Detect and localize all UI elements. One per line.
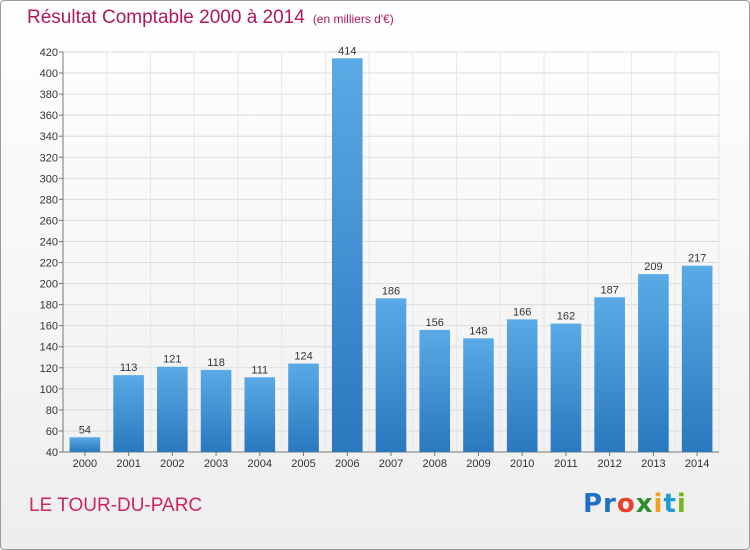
- y-tick-label: 200: [40, 279, 58, 291]
- bar: [681, 265, 713, 452]
- data-label: 156: [426, 317, 444, 329]
- x-tick-label: 2001: [116, 458, 140, 470]
- y-tick-label: 160: [40, 321, 58, 333]
- x-tick-label: 2005: [291, 458, 315, 470]
- x-tick-label: 2012: [597, 458, 621, 470]
- data-label: 166: [513, 306, 531, 318]
- x-tick-label: 2010: [510, 458, 534, 470]
- bar: [288, 363, 319, 452]
- logo-part-3: x: [635, 489, 654, 519]
- logo-part-5: t: [663, 489, 677, 519]
- x-tick-label: 2013: [641, 458, 665, 470]
- tick-labels: 40 60 80 100 120 140 160 180 200 220 240 260 280 300 3…: [40, 47, 710, 470]
- data-labels: 54 113 121 118 111 124 414 186 156 148 166 162 187 20…: [79, 45, 707, 436]
- logo-part-2: o: [616, 489, 636, 519]
- y-tick-label: 340: [40, 131, 58, 143]
- x-tick-label: 2009: [466, 458, 490, 470]
- logo-part-6: i: [676, 489, 687, 519]
- bar: [113, 375, 144, 452]
- y-tick-label: 420: [40, 47, 58, 59]
- y-tick-label: 300: [40, 173, 58, 185]
- y-tick-label: 240: [40, 236, 58, 248]
- x-tick-label: 2004: [248, 458, 272, 470]
- x-tick-label: 2014: [685, 458, 709, 470]
- y-tick-label: 180: [40, 300, 58, 312]
- y-tick-label: 280: [40, 194, 58, 206]
- proxiti-logo[interactable]: Proxiti: [583, 489, 687, 519]
- data-label: 217: [688, 253, 706, 265]
- x-tick-label: 2000: [73, 458, 97, 470]
- data-label: 414: [338, 45, 356, 57]
- logo-part-1: Pr: [583, 489, 617, 519]
- y-tick-label: 320: [40, 152, 58, 164]
- bar: [594, 297, 625, 452]
- title-text: Résultat Comptable 2000 à 2014: [27, 7, 305, 28]
- y-tick-label: 140: [40, 342, 58, 354]
- y-tick-label: 120: [40, 363, 58, 375]
- data-label: 148: [469, 325, 487, 337]
- bar: [506, 319, 538, 452]
- data-label: 118: [207, 357, 225, 369]
- data-label: 209: [644, 261, 662, 273]
- bar: [463, 338, 494, 452]
- data-label: 187: [600, 284, 618, 296]
- y-tick-label: 40: [46, 447, 58, 459]
- data-label: 124: [294, 351, 312, 363]
- x-tick-label: 2006: [335, 458, 359, 470]
- y-tick-label: 260: [40, 215, 58, 227]
- y-tick-label: 360: [40, 110, 58, 122]
- bar: [200, 369, 232, 452]
- data-label: 121: [163, 354, 181, 366]
- bar: [331, 58, 363, 452]
- y-tick-label: 100: [40, 384, 58, 396]
- bars: [69, 58, 713, 452]
- data-label: 113: [120, 362, 138, 374]
- data-label: 186: [382, 285, 400, 297]
- y-tick-label: 400: [40, 68, 58, 80]
- y-tick-label: 80: [46, 405, 58, 417]
- bar: [69, 437, 101, 452]
- chart-title: Résultat Comptable 2000 à 2014 (en millie…: [27, 7, 394, 29]
- x-tick-label: 2007: [379, 458, 403, 470]
- x-tick-label: 2008: [422, 458, 446, 470]
- y-tick-label: 380: [40, 89, 58, 101]
- x-tick-label: 2002: [160, 458, 184, 470]
- data-label: 54: [79, 424, 91, 436]
- bar: [157, 366, 188, 452]
- logo-part-4: i: [653, 489, 664, 519]
- chart-subtitle: (en milliers d'€): [312, 12, 394, 26]
- commune-name: LE TOUR-DU-PARC: [29, 495, 203, 516]
- bar: [550, 323, 582, 452]
- data-label: 111: [251, 364, 268, 376]
- bar: [244, 377, 276, 452]
- bar: [638, 274, 669, 452]
- x-tick-label: 2011: [554, 458, 578, 470]
- y-tick-label: 220: [40, 258, 58, 270]
- y-tick-label: 60: [46, 426, 58, 438]
- bar: [375, 298, 407, 452]
- bar: [419, 329, 451, 452]
- data-label: 162: [557, 311, 575, 323]
- x-tick-label: 2003: [204, 458, 228, 470]
